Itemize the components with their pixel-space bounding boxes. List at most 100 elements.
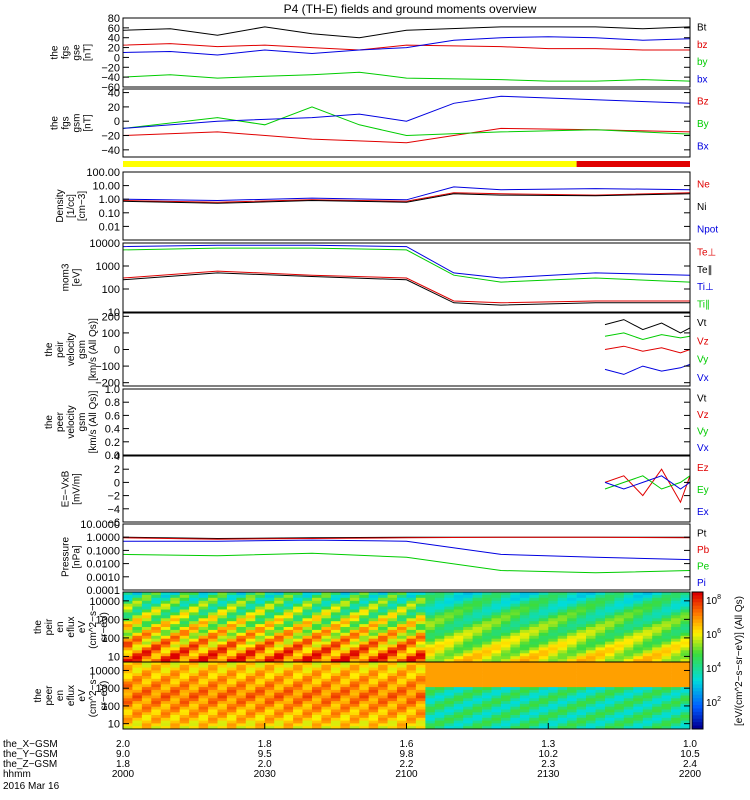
spectrogram-cell xyxy=(264,600,275,605)
spectrogram-cell xyxy=(302,709,313,713)
spectrogram-cell xyxy=(170,695,181,699)
spectrogram-cell xyxy=(245,650,256,654)
spectrogram-cell xyxy=(510,641,521,645)
spectrogram-cell xyxy=(501,644,511,648)
spectrogram-cell xyxy=(378,618,388,622)
spectrogram-cell xyxy=(170,706,181,710)
spectrogram-cell xyxy=(614,723,625,727)
spectrogram-cell xyxy=(264,609,275,613)
spectrogram-cell xyxy=(321,597,332,602)
spectrogram-cell xyxy=(425,717,436,721)
spectrogram-cell xyxy=(245,715,256,719)
spectrogram-cell xyxy=(671,650,681,654)
spectrogram-cell xyxy=(557,627,568,631)
spectrogram-cell xyxy=(453,615,464,619)
spectrogram-cell xyxy=(642,592,653,596)
spectrogram-cell xyxy=(189,600,199,605)
spectrogram-cell xyxy=(586,644,596,648)
spectrogram-cell xyxy=(453,632,464,637)
panel-frame xyxy=(122,455,691,523)
spectrogram-cell xyxy=(652,600,662,605)
spectrogram-cell xyxy=(340,717,351,721)
spectrogram-cell xyxy=(160,629,171,634)
spectrogram-cell xyxy=(368,712,379,716)
spectrogram-cell xyxy=(368,606,379,610)
spectrogram-cell xyxy=(302,600,313,605)
spectrogram-cell xyxy=(482,681,492,685)
spectrogram-cell xyxy=(680,603,691,607)
spectrogram-cell xyxy=(312,703,322,708)
spectrogram-cell xyxy=(472,664,483,668)
spectrogram-cell xyxy=(208,723,218,727)
legend-entry: Bt xyxy=(697,23,707,34)
y-tick-label: −2 xyxy=(107,491,120,503)
spectrogram-cell xyxy=(302,717,313,721)
spectrogram-cell xyxy=(538,650,549,654)
spectrogram-cell xyxy=(397,664,407,668)
x-row-label: the_X−GSM xyxy=(3,739,58,750)
spectrogram-cell xyxy=(123,662,133,666)
spectrogram-cell xyxy=(529,624,540,628)
spectrogram-cell xyxy=(633,635,644,640)
spectrogram-cell xyxy=(586,712,596,716)
spectrogram-cell xyxy=(652,701,662,705)
spectrogram-cell xyxy=(293,624,303,628)
spectrogram-cell xyxy=(680,726,691,730)
spectrogram-cell xyxy=(340,612,351,616)
spectrogram-cell xyxy=(198,678,209,682)
spectrogram-cell xyxy=(179,684,190,688)
panel-10: 10000100010010thepeerenefluxeV(cm^2−s−sr… xyxy=(33,661,691,731)
spectrogram-cell xyxy=(501,647,511,651)
colorbar-tick-exp: 2 xyxy=(717,696,721,703)
spectrogram-cell xyxy=(245,624,256,628)
spectrogram-cell xyxy=(274,632,284,637)
colorbar-swatch xyxy=(692,684,703,689)
spectrogram-cell xyxy=(633,717,644,721)
spectrogram-cell xyxy=(671,612,681,616)
spectrogram-cell xyxy=(349,606,360,610)
spectrogram-cell xyxy=(179,673,190,677)
spectrogram-cell xyxy=(567,692,577,696)
spectrogram-cell xyxy=(368,650,379,654)
spectrogram-cell xyxy=(510,698,521,702)
y-tick-label: −40 xyxy=(101,145,120,157)
y-axis-label-line: sr−eV) xyxy=(99,612,110,642)
spectrogram-cell xyxy=(576,717,587,721)
spectrogram-cell xyxy=(312,692,322,696)
spectrogram-cell xyxy=(378,615,388,619)
spectrogram-cell xyxy=(614,597,625,602)
spectrogram-cell xyxy=(151,609,162,613)
spectrogram-cell xyxy=(368,612,379,616)
spectrogram-cell xyxy=(444,689,455,694)
spectrogram-cell xyxy=(217,726,228,730)
spectrogram-cell xyxy=(378,606,388,610)
spectrogram-cell xyxy=(491,701,502,705)
spectrogram-cell xyxy=(453,653,464,657)
spectrogram-cell xyxy=(283,681,294,685)
spectrogram-cell xyxy=(415,703,426,708)
spectrogram-cell xyxy=(217,667,228,671)
spectrogram-cell xyxy=(359,662,370,666)
spectrogram-cell xyxy=(623,659,634,663)
spectrogram-cell xyxy=(642,701,653,705)
spectrogram-cell xyxy=(406,698,417,702)
spectrogram-cell xyxy=(453,692,464,696)
spectrogram-cell xyxy=(330,632,341,637)
spectrogram-cell xyxy=(397,712,407,716)
spectrogram-cell xyxy=(264,687,275,691)
spectrogram-cell xyxy=(208,615,218,619)
spectrogram-cell xyxy=(519,656,530,660)
spectrogram-cell xyxy=(397,594,407,599)
spectrogram-cell xyxy=(321,684,332,688)
spectrogram-cell xyxy=(425,703,436,708)
spectrogram-cell xyxy=(548,592,559,596)
spectrogram-cell xyxy=(406,692,417,696)
spectrogram-cell xyxy=(642,717,653,721)
spectrogram-cell xyxy=(501,712,511,716)
spectrogram-cell xyxy=(586,653,596,657)
spectrogram-cell xyxy=(586,629,596,634)
spectrogram-cell xyxy=(170,723,181,727)
spectrogram-cell xyxy=(359,706,370,710)
spectrogram-cell xyxy=(264,681,275,685)
spectrogram-cell xyxy=(680,638,691,642)
